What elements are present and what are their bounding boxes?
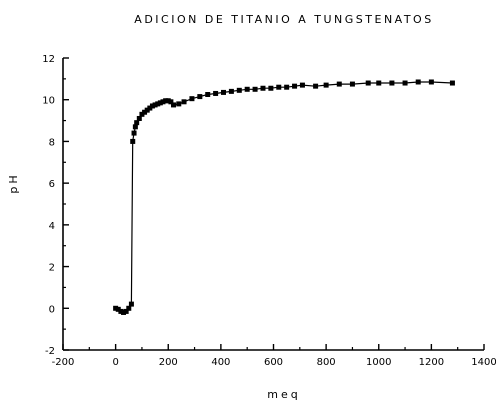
- data-point: [336, 81, 342, 87]
- data-point: [168, 99, 174, 105]
- axes: -2 0 2 4 6 8 10 12 -200 0 200 400 600 800 1000 1200 1400: [42, 54, 496, 368]
- data-point: [213, 90, 219, 96]
- data-point: [449, 80, 455, 86]
- data-point: [144, 107, 150, 113]
- data-point: [189, 96, 195, 102]
- data-point: [260, 85, 266, 91]
- data-point: [244, 86, 250, 92]
- data-point: [236, 87, 242, 93]
- data-point: [171, 102, 177, 108]
- data-point: [252, 86, 258, 92]
- data-point: [126, 305, 132, 311]
- x-tick-label: 1000: [366, 357, 391, 368]
- y-tick-label: 6: [49, 179, 55, 190]
- data-point: [299, 82, 305, 88]
- data-point: [284, 84, 290, 90]
- y-tick-label: 4: [49, 221, 55, 232]
- data-point: [142, 109, 148, 115]
- y-tick-label: 8: [49, 137, 55, 148]
- data-point: [292, 83, 298, 89]
- x-tick-label: 200: [159, 357, 178, 368]
- data-point: [136, 115, 142, 121]
- x-tick-label: 1200: [419, 357, 444, 368]
- y-tick-label: 2: [49, 263, 55, 274]
- data-point: [132, 124, 138, 130]
- data-point: [205, 92, 211, 97]
- data-point: [130, 138, 136, 144]
- data-point: [181, 99, 187, 105]
- chart-title: ADICION DE TITANIO A TUNGSTENATOS: [134, 13, 433, 26]
- data-point: [376, 80, 382, 86]
- data-point: [165, 98, 171, 104]
- data-point: [155, 101, 161, 107]
- data-point: [176, 101, 182, 107]
- data-point: [123, 308, 129, 314]
- data-point: [389, 80, 395, 86]
- data-point: [415, 79, 421, 85]
- series-line: [115, 81, 453, 314]
- data-point: [228, 88, 234, 94]
- data-point: [402, 80, 408, 86]
- y-axis-title: pH: [7, 172, 20, 193]
- data-point: [139, 111, 145, 117]
- x-tick-label: 1400: [471, 357, 496, 368]
- y-tick-label: 0: [49, 304, 55, 315]
- data-point: [197, 94, 203, 100]
- data-point: [268, 85, 274, 91]
- data-point: [152, 102, 158, 108]
- x-tick-label: 800: [317, 357, 336, 368]
- data-point: [349, 81, 355, 87]
- data-point: [134, 120, 140, 126]
- data-point: [149, 103, 155, 109]
- data-point: [147, 105, 153, 111]
- data-point: [221, 89, 227, 95]
- x-tick-label: 0: [112, 357, 118, 368]
- data-point: [115, 306, 121, 312]
- data-point: [323, 82, 329, 88]
- data-point: [313, 83, 319, 89]
- data-point: [163, 98, 169, 104]
- data-point: [128, 301, 134, 307]
- x-tick-label: 400: [211, 357, 230, 368]
- data-point: [365, 80, 371, 86]
- data-point: [131, 130, 137, 136]
- data-point: [121, 309, 127, 315]
- y-tick-label: 10: [42, 96, 55, 107]
- x-tick-label: 600: [264, 357, 283, 368]
- data-point: [160, 99, 166, 105]
- x-tick-label: -200: [52, 357, 75, 368]
- y-tick-label: -2: [45, 346, 55, 357]
- data-point: [428, 79, 434, 85]
- data-point: [113, 305, 119, 311]
- data-point: [118, 308, 124, 314]
- data-point: [276, 84, 282, 90]
- data-point: [157, 100, 163, 106]
- y-tick-label: 12: [42, 54, 55, 65]
- data-series: [113, 79, 455, 315]
- x-axis-title: meq: [267, 388, 300, 401]
